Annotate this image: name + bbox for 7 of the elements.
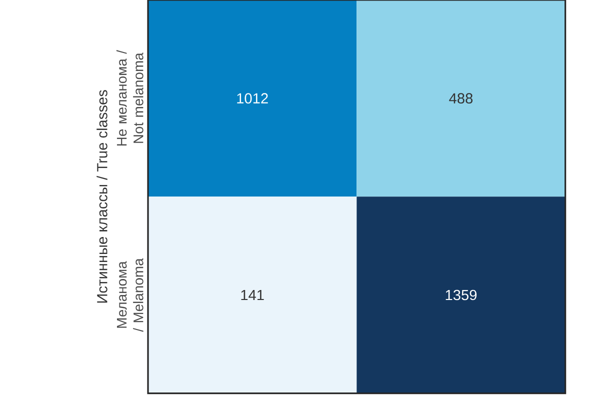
data-label: 141 — [241, 290, 264, 300]
data-label: 1012 — [237, 93, 268, 104]
y-tick-label: Не меланома / Not melanoma — [116, 50, 144, 146]
y-axis-title: Истинные классы / True classes — [96, 90, 108, 303]
y-tick-label: Меланома / Melanoma — [116, 258, 144, 332]
data-label: 1359 — [446, 290, 477, 300]
data-label: 488 — [449, 93, 473, 104]
